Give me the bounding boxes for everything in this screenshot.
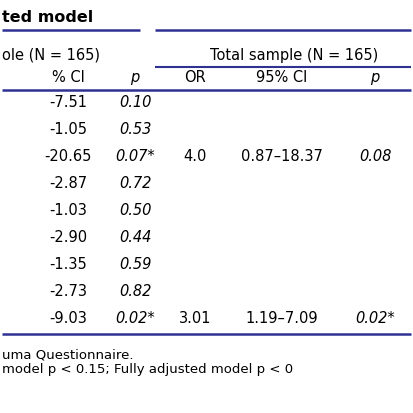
Text: 3.01: 3.01 — [179, 311, 211, 326]
Text: 0.08: 0.08 — [359, 149, 391, 164]
Text: -2.87: -2.87 — [49, 176, 87, 191]
Text: -1.35: -1.35 — [49, 257, 87, 272]
Text: p: p — [370, 70, 380, 85]
Text: -9.03: -9.03 — [49, 311, 87, 326]
Text: 1.19–7.09: 1.19–7.09 — [246, 311, 318, 326]
Text: 0.82: 0.82 — [119, 284, 151, 299]
Text: uma Questionnaire.: uma Questionnaire. — [2, 348, 133, 361]
Text: 0.59: 0.59 — [119, 257, 151, 272]
Text: 95% CI: 95% CI — [256, 70, 308, 85]
Text: 0.53: 0.53 — [119, 122, 151, 137]
Text: 0.02*: 0.02* — [355, 311, 395, 326]
Text: Total sample (N = 165): Total sample (N = 165) — [210, 48, 378, 63]
Text: 0.87–18.37: 0.87–18.37 — [241, 149, 323, 164]
Text: -7.51: -7.51 — [49, 95, 87, 110]
Text: % CI: % CI — [52, 70, 84, 85]
Text: 0.07*: 0.07* — [115, 149, 155, 164]
Text: -2.90: -2.90 — [49, 230, 87, 245]
Text: 0.10: 0.10 — [119, 95, 151, 110]
Text: 0.72: 0.72 — [119, 176, 151, 191]
Text: ted model: ted model — [2, 10, 93, 25]
Text: -2.73: -2.73 — [49, 284, 87, 299]
Text: model p < 0.15; Fully adjusted model p < 0: model p < 0.15; Fully adjusted model p <… — [2, 363, 293, 376]
Text: ole (N = 165): ole (N = 165) — [2, 48, 100, 63]
Text: 0.44: 0.44 — [119, 230, 151, 245]
Text: -1.03: -1.03 — [49, 203, 87, 218]
Text: 4.0: 4.0 — [183, 149, 206, 164]
Text: 0.50: 0.50 — [119, 203, 151, 218]
Text: -20.65: -20.65 — [44, 149, 92, 164]
Text: -1.05: -1.05 — [49, 122, 87, 137]
Text: 0.02*: 0.02* — [115, 311, 155, 326]
Text: p: p — [131, 70, 140, 85]
Text: OR: OR — [184, 70, 206, 85]
